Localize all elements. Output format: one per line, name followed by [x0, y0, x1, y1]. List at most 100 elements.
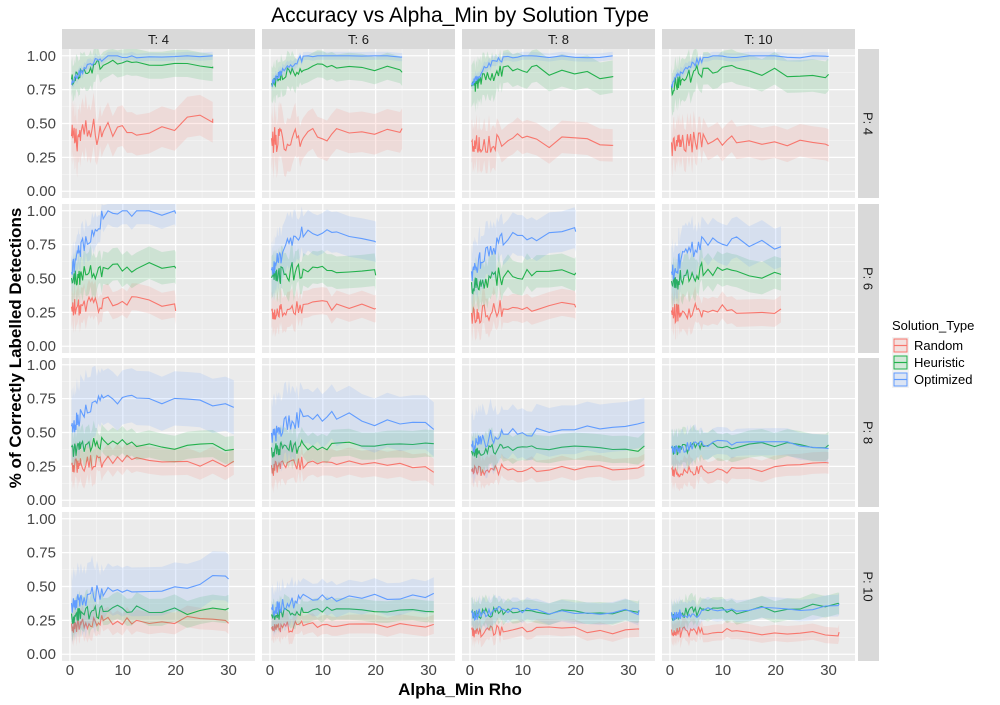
ribbon-random	[71, 279, 176, 334]
x-tick-label: 30	[820, 662, 837, 679]
ribbon-optimized	[671, 592, 840, 635]
panel	[262, 49, 455, 198]
line-heuristic	[70, 435, 234, 457]
panel	[62, 512, 255, 661]
y-tick-label: 1.00	[27, 357, 56, 374]
ribbon-heuristic	[671, 246, 781, 311]
ribbon-random	[271, 286, 376, 338]
panel	[462, 358, 655, 507]
panel	[62, 49, 255, 198]
panel	[462, 512, 655, 661]
line-random	[270, 456, 435, 476]
y-tick-label: 1.00	[27, 203, 56, 220]
y-tick-label: 0.00	[27, 183, 56, 200]
panel	[262, 358, 455, 507]
legend-label: Heuristic	[914, 355, 965, 370]
line-heuristic	[270, 262, 377, 284]
col-strip-bg	[62, 29, 255, 49]
line-optimized	[670, 235, 782, 280]
col-strip: T: 6	[262, 29, 455, 49]
ribbon-heuristic	[671, 49, 829, 116]
line-optimized	[70, 575, 229, 613]
y-tick-label: 1.00	[27, 511, 56, 528]
ribbon-heuristic	[471, 427, 645, 476]
panel	[662, 204, 855, 353]
x-tick-label: 10	[714, 662, 731, 679]
ribbon-random	[671, 616, 840, 649]
panel	[62, 204, 255, 353]
line-heuristic	[670, 63, 829, 97]
col-strip-label: T: 4	[148, 32, 169, 47]
row-strip-bg	[858, 358, 879, 507]
panels-layer: T: 4 T: 6 T: 8 T: 10 P: 4 P: 6 P: 8 P: 10 0.00 0.…	[27, 29, 879, 679]
y-tick-label: 0.50	[27, 579, 56, 596]
ribbon-optimized	[71, 551, 229, 645]
x-axis-label: Alpha_Min Rho	[398, 680, 522, 699]
line-heuristic	[470, 443, 645, 458]
ribbon-optimized	[271, 206, 376, 302]
panel	[262, 204, 455, 353]
line-optimized	[70, 210, 177, 275]
line-heuristic	[470, 267, 577, 295]
panel	[662, 512, 855, 661]
ribbon-random	[271, 609, 434, 645]
x-tick-label: 30	[420, 662, 437, 679]
line-optimized	[470, 421, 645, 454]
col-strip: T: 4	[62, 29, 255, 49]
col-strip-bg	[662, 29, 855, 49]
line-optimized	[70, 393, 235, 433]
row-strip-bg	[858, 49, 879, 198]
ribbon-heuristic	[271, 422, 434, 476]
line-optimized	[271, 54, 403, 88]
line-random	[270, 619, 434, 634]
col-strip-bg	[262, 29, 455, 49]
line-random	[70, 114, 214, 152]
ribbon-random	[271, 442, 434, 494]
line-optimized	[270, 226, 377, 275]
ribbon-optimized	[671, 215, 781, 306]
line-random	[471, 132, 614, 154]
ribbon-random	[671, 286, 781, 340]
y-tick-label: 0.00	[27, 492, 56, 509]
x-tick-label: 30	[220, 662, 237, 679]
legend-title: Solution_Type	[892, 318, 974, 333]
ribbon-random	[471, 285, 576, 342]
y-tick-label: 0.50	[27, 271, 56, 288]
y-tick-label: 0.00	[27, 338, 56, 355]
line-heuristic	[270, 438, 434, 458]
line-random	[470, 624, 640, 639]
panel	[262, 512, 455, 661]
line-random	[70, 295, 177, 316]
y-tick-label: 0.75	[27, 237, 56, 254]
y-tick-label: 1.00	[27, 48, 56, 65]
row-strip: P: 10	[858, 512, 879, 661]
row-strip-label: P: 6	[861, 267, 876, 290]
ribbon-random	[71, 603, 229, 647]
ribbon-heuristic	[71, 244, 176, 307]
ribbon-random	[671, 110, 829, 178]
ribbon-heuristic	[71, 420, 234, 475]
panel	[62, 358, 255, 507]
col-strip-bg	[462, 29, 655, 49]
legend: Solution_Type Random Heuristic Optimized	[892, 318, 974, 388]
ribbon-optimized	[471, 594, 640, 634]
col-strip-label: T: 8	[548, 32, 569, 47]
y-tick-label: 0.25	[27, 149, 56, 166]
ribbon-heuristic	[471, 49, 613, 113]
row-strip: P: 8	[858, 358, 879, 507]
ribbon-optimized	[671, 424, 829, 472]
ribbon-random	[671, 451, 829, 491]
line-random	[670, 301, 782, 325]
x-tick-label: 20	[567, 662, 584, 679]
y-axis-label: % of Correctly Labelled Detections	[6, 208, 25, 489]
line-random	[670, 626, 840, 638]
ribbon-random	[471, 615, 640, 648]
line-optimized	[470, 227, 577, 282]
x-tick-label: 20	[367, 662, 384, 679]
y-tick-label: 0.50	[27, 116, 56, 133]
row-strip-label: P: 8	[861, 421, 876, 444]
ribbon-optimized	[271, 576, 434, 638]
line-random	[70, 454, 235, 473]
